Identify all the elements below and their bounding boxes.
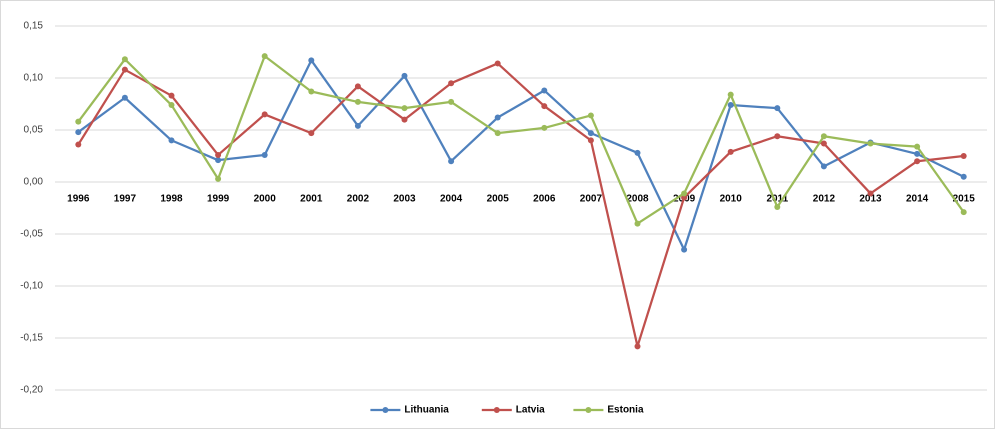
data-point (354, 98, 361, 105)
x-tick-label: 1999 (207, 194, 230, 205)
x-tick-label: 2012 (813, 194, 836, 205)
data-point (448, 80, 455, 87)
data-point (867, 190, 874, 197)
data-point (820, 140, 827, 147)
y-tick-label: 0,10 (24, 73, 44, 84)
series-line (77, 62, 964, 348)
series-line (77, 55, 965, 225)
legend-marker (585, 407, 592, 413)
y-tick-label: 0,15 (24, 21, 44, 32)
x-tick-label: 2000 (254, 194, 277, 205)
data-point (541, 87, 548, 94)
data-point (960, 173, 967, 180)
data-point (541, 124, 548, 131)
data-point (727, 91, 734, 98)
data-point (494, 130, 501, 137)
data-point (634, 149, 641, 156)
x-tick-label: 2007 (580, 194, 603, 205)
data-point (121, 56, 128, 63)
data-point (448, 98, 455, 105)
x-tick-label: 1996 (67, 194, 90, 205)
x-tick-label: 2015 (953, 194, 976, 205)
data-point (727, 148, 734, 155)
legend-label: Estonia (607, 405, 644, 416)
y-tick-label: 0,05 (24, 125, 44, 136)
data-point (401, 72, 408, 79)
data-point (587, 130, 594, 137)
data-point (820, 133, 827, 140)
x-tick-label: 2013 (859, 194, 882, 205)
data-point (774, 203, 781, 210)
x-tick-label: 2002 (347, 194, 370, 205)
data-point (354, 122, 361, 129)
data-point (308, 57, 315, 64)
data-point (727, 102, 734, 109)
data-point (401, 105, 408, 112)
data-point (494, 60, 501, 67)
x-tick-label: 2014 (906, 194, 929, 205)
data-point (401, 116, 408, 123)
data-point (215, 151, 222, 158)
data-point (168, 102, 175, 109)
legend-marker (493, 407, 500, 413)
x-tick-label: 2005 (487, 194, 510, 205)
data-point (215, 175, 222, 182)
x-tick-label: 2011 (766, 194, 788, 205)
x-tick-label: 2001 (300, 194, 323, 205)
data-point (634, 343, 641, 350)
data-point (867, 140, 874, 147)
y-tick-label: -0,10 (20, 281, 43, 292)
data-point (168, 92, 175, 99)
data-point (541, 103, 548, 110)
x-tick-label: 2010 (720, 194, 743, 205)
x-tick-label: 2006 (533, 194, 556, 205)
x-tick-label: 2004 (440, 194, 463, 205)
data-point (774, 105, 781, 112)
data-point (354, 83, 361, 90)
data-point (914, 158, 921, 165)
data-point (261, 53, 268, 60)
data-point (634, 220, 641, 227)
data-point (960, 209, 967, 216)
data-point (261, 151, 268, 158)
data-point (681, 190, 688, 197)
data-point (587, 137, 594, 144)
data-point (774, 133, 781, 140)
data-point (448, 158, 455, 165)
x-tick-label: 1997 (114, 194, 137, 205)
legend-marker (382, 407, 389, 413)
y-tick-label: -0,15 (20, 333, 43, 344)
data-point (215, 157, 222, 164)
data-point (168, 137, 175, 144)
y-tick-label: 0,00 (24, 177, 44, 188)
data-point (914, 150, 921, 157)
x-tick-label: 1998 (160, 194, 183, 205)
y-tick-label: -0,05 (20, 229, 43, 240)
legend-label: Latvia (516, 405, 545, 416)
data-point (75, 129, 82, 136)
data-point (681, 194, 688, 201)
data-point (308, 88, 315, 95)
data-point (75, 141, 82, 148)
data-point (308, 130, 315, 137)
data-point (494, 114, 501, 121)
data-point (121, 94, 128, 101)
y-tick-label: -0,20 (20, 385, 43, 396)
legend-label: Lithuania (404, 405, 449, 416)
data-point (587, 112, 594, 119)
x-tick-label: 2008 (626, 194, 649, 205)
data-point (960, 153, 967, 159)
x-tick-label: 2003 (393, 194, 416, 205)
data-point (681, 246, 688, 253)
data-point (914, 143, 921, 150)
data-point (75, 118, 82, 125)
data-point (261, 111, 268, 118)
data-point (820, 163, 827, 170)
data-point (121, 66, 128, 73)
